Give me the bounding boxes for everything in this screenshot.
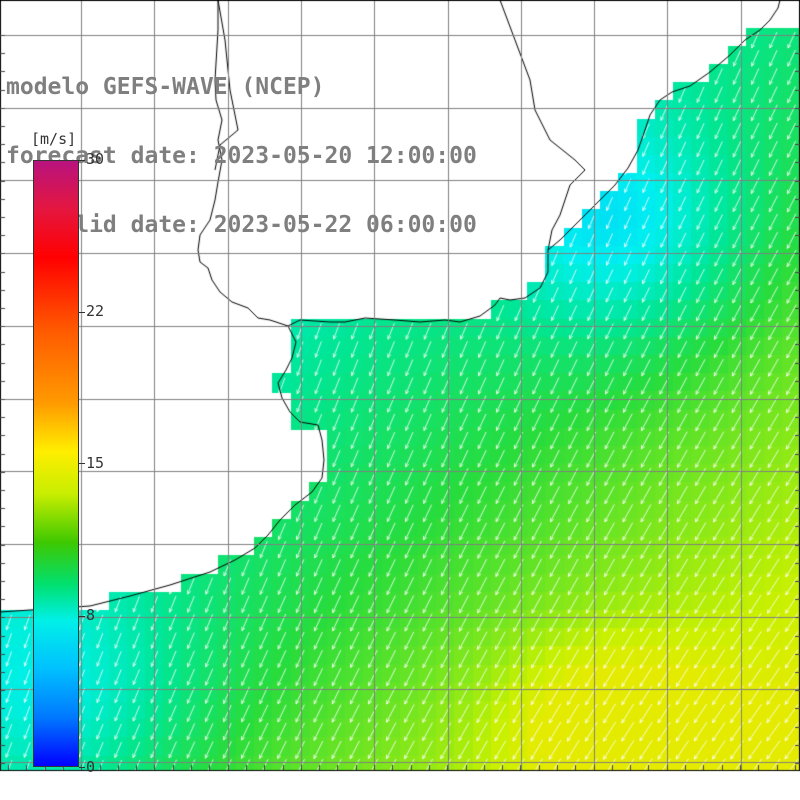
map-title: modelo GEFS-WAVE (NCEP) forecast date: 2… <box>6 30 477 260</box>
colorbar-tick-0 <box>79 767 85 768</box>
title-model: modelo GEFS-WAVE (NCEP) <box>6 74 325 100</box>
colorbar-label-0: 0 <box>86 758 96 776</box>
colorbar-label-15: 15 <box>86 454 105 472</box>
colorbar-label-30: 30 <box>86 150 105 168</box>
colorbar-label-22: 22 <box>86 302 105 320</box>
colorbar-tick-30 <box>79 160 85 161</box>
colorbar-unit: [m/s] <box>30 130 78 148</box>
title-valid-date: valid date: 2023-05-22 06:00:00 <box>6 212 477 238</box>
colorbar-tick-15 <box>79 463 85 464</box>
title-forecast-date: forecast date: 2023-05-20 12:00:00 <box>6 143 477 169</box>
colorbar-tick-22 <box>79 312 85 313</box>
colorbar-label-8: 8 <box>86 606 96 624</box>
colorbar-tick-8 <box>79 616 85 617</box>
colorbar <box>33 160 79 767</box>
